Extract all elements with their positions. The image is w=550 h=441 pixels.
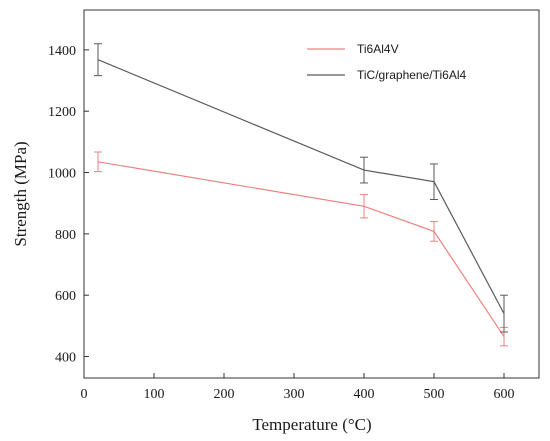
y-tick-label: 400	[55, 351, 76, 366]
y-axis-title: Strength (MPa)	[11, 141, 30, 246]
x-axis-ticks: 0 100 200 300 400 500 600	[81, 373, 515, 402]
x-tick-label: 600	[494, 387, 515, 402]
x-tick-label: 300	[284, 387, 305, 402]
legend-label-composite: TiC/graphene/Ti6Al4	[357, 68, 466, 82]
y-tick-label: 600	[55, 289, 76, 304]
legend: Ti6Al4V TiC/graphene/Ti6Al4	[307, 42, 466, 82]
error-bar	[360, 156, 368, 184]
error-bar	[430, 221, 438, 242]
y-tick-label: 1200	[48, 105, 76, 120]
x-axis-title: Temperature (°C)	[252, 415, 371, 434]
series-line-1	[97, 59, 505, 314]
x-tick-label: 400	[354, 387, 375, 402]
error-bar	[430, 163, 438, 201]
error-bar	[94, 43, 102, 77]
x-tick-label: 0	[81, 387, 88, 402]
x-tick-label: 500	[424, 387, 445, 402]
series-layer	[94, 43, 508, 347]
y-tick-label: 1000	[48, 167, 76, 182]
error-bar	[500, 294, 508, 333]
y-tick-label: 800	[55, 228, 76, 243]
legend-label-ti6al4v: Ti6Al4V	[357, 42, 399, 56]
y-tick-label: 1400	[48, 44, 76, 59]
x-tick-label: 200	[214, 387, 235, 402]
x-tick-label: 100	[144, 387, 165, 402]
y-axis-ticks: 400 600 800 1000 1200 1400	[48, 44, 89, 366]
error-bar	[94, 151, 102, 173]
error-bar	[360, 194, 368, 219]
plot-frame	[83, 9, 540, 379]
series-line-0	[97, 161, 505, 337]
